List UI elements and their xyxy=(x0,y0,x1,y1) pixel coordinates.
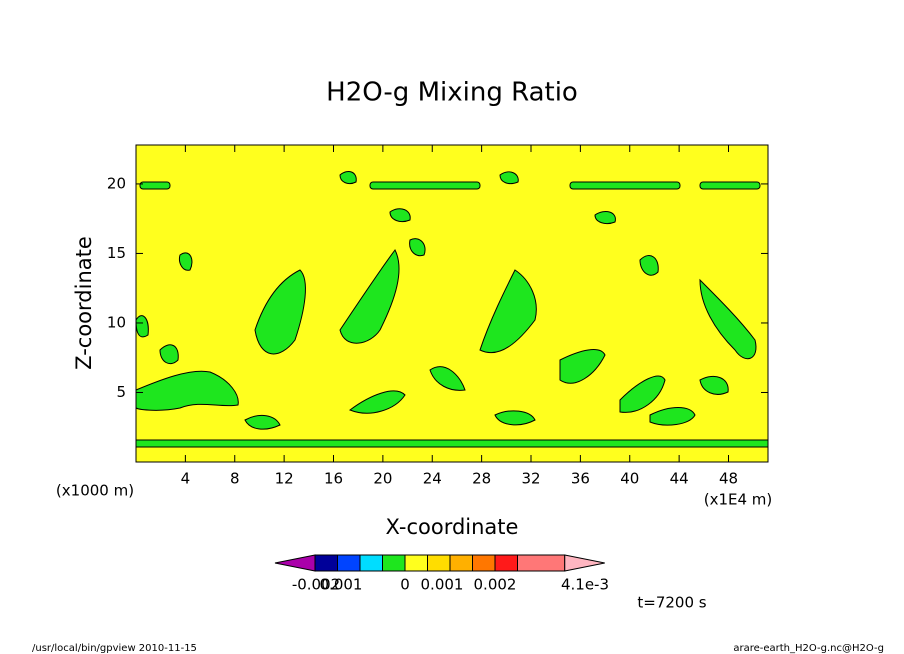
x-tick-label: 40 xyxy=(620,470,639,488)
colorbar-box xyxy=(494,554,518,572)
colorbar-label: 0.002 xyxy=(474,576,517,594)
colorbar-label: 0.001 xyxy=(421,576,464,594)
contour-region xyxy=(699,376,729,395)
x-tick-label: 20 xyxy=(373,470,392,488)
contour-region xyxy=(254,269,306,355)
y-tick-label: 10 xyxy=(107,313,126,331)
contour-region xyxy=(348,390,406,414)
y-tick-label: 5 xyxy=(116,383,126,401)
contour-region xyxy=(339,249,400,344)
contour-region xyxy=(619,375,666,413)
contour-field xyxy=(135,171,769,448)
colorbar-label: 0.001 xyxy=(320,576,363,594)
contour-region xyxy=(639,255,659,276)
contour-region xyxy=(494,410,536,426)
contour-region xyxy=(179,252,193,271)
x-unit: (x1E4 m) xyxy=(704,491,773,509)
contour-region xyxy=(559,349,606,384)
contour-region xyxy=(699,181,761,190)
contour-region xyxy=(594,211,616,225)
x-tick-label: 44 xyxy=(670,470,689,488)
x-tick-label: 24 xyxy=(423,470,442,488)
y-unit: (x1000 m) xyxy=(56,482,134,500)
x-tick-label: 8 xyxy=(230,470,240,488)
colorbar-label: -0.002 xyxy=(292,576,340,594)
contour-region xyxy=(699,278,757,360)
footer-left: /usr/local/bin/gpview 2010-11-15 xyxy=(32,643,197,654)
contour-region xyxy=(135,439,769,448)
contour-region xyxy=(339,171,357,185)
contour-region xyxy=(135,315,149,338)
colorbar-extend xyxy=(274,554,316,572)
contour-region xyxy=(409,238,426,257)
colorbar-box xyxy=(427,554,451,572)
colorbar-box xyxy=(517,554,566,572)
colorbar-box xyxy=(382,554,406,572)
x-tick-label: 4 xyxy=(181,470,191,488)
colorbar-box xyxy=(449,554,473,572)
contour-region xyxy=(649,407,696,426)
contour-region xyxy=(244,414,281,430)
time-label: t=7200 s xyxy=(637,594,706,612)
colorbar-label: 0 xyxy=(400,576,410,594)
y-tick-label: 20 xyxy=(107,174,126,192)
x-tick-label: 28 xyxy=(472,470,491,488)
colorbar-extend xyxy=(564,554,605,572)
colorbar-label: 4.1e-3 xyxy=(561,576,609,594)
contour-region xyxy=(159,344,179,365)
colorbar-box xyxy=(472,554,496,572)
x-tick-label: 32 xyxy=(521,470,540,488)
chart-title: H2O-g Mixing Ratio xyxy=(326,78,578,108)
contour-region xyxy=(479,269,537,354)
y-axis-label: Z-coordinate xyxy=(72,236,96,370)
colorbar-box xyxy=(404,554,428,572)
contour-region xyxy=(429,366,466,391)
x-tick-label: 12 xyxy=(275,470,294,488)
contour-region xyxy=(369,181,481,190)
contour-region xyxy=(135,370,239,411)
contour-region xyxy=(569,181,681,190)
plot-frame xyxy=(135,144,769,463)
footer-right: arare-earth_H2O-g.nc@H2O-g xyxy=(733,643,884,654)
plot-area xyxy=(136,145,768,462)
contour-region xyxy=(499,171,519,185)
contour-region xyxy=(139,181,171,190)
colorbar-box xyxy=(337,554,361,572)
x-tick-label: 16 xyxy=(324,470,343,488)
x-tick-label: 48 xyxy=(719,470,738,488)
colorbar-box xyxy=(314,554,338,572)
x-axis-label: X-coordinate xyxy=(386,515,519,539)
contour-region xyxy=(389,208,411,223)
colorbar-box xyxy=(359,554,383,572)
x-tick-label: 36 xyxy=(571,470,590,488)
y-tick-label: 15 xyxy=(107,244,126,262)
